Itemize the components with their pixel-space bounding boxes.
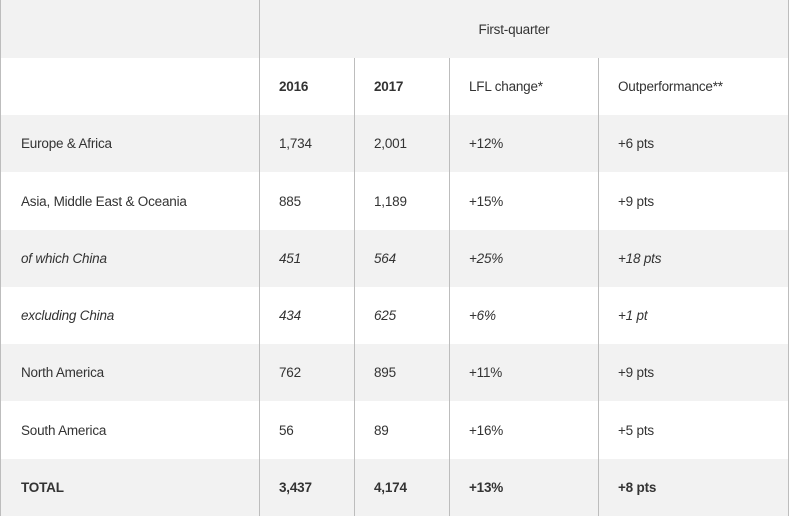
column-header-row: 2016 2017 LFL change* Outperformance** <box>1 58 788 115</box>
cell-2017: 625 <box>354 287 449 344</box>
cell-2016: 56 <box>259 401 354 459</box>
row-label: Europe & Africa <box>21 136 112 151</box>
cell-outperformance: +8 pts <box>598 459 788 516</box>
cell-2016: 451 <box>259 230 354 287</box>
cell-lfl-change: +13% <box>449 459 598 516</box>
cell-outperformance: +9 pts <box>598 172 788 230</box>
total-row: TOTAL 3,437 4,174 +13% +8 pts <box>1 459 788 516</box>
column-header-2016: 2016 <box>259 58 354 115</box>
cell-2016: 3,437 <box>259 459 354 516</box>
row-label: South America <box>21 422 107 438</box>
group-header-first-quarter: First-quarter <box>259 0 788 58</box>
cell-lfl-change: +16% <box>449 401 598 459</box>
cell-lfl-change: +25% <box>449 230 598 287</box>
cell-2016: 885 <box>259 172 354 230</box>
table-row: excluding China 434 625 +6% +1 pt <box>1 287 788 344</box>
cell-2017: 564 <box>354 230 449 287</box>
cell-lfl-change: +15% <box>449 172 598 230</box>
cell-outperformance: +5 pts <box>598 401 788 459</box>
table-row: Europe & Africa 1,734 2,001 +12% +6 pts <box>1 115 788 172</box>
cell-2016: 762 <box>259 344 354 401</box>
cell-lfl-change: +12% <box>449 115 598 172</box>
cell-2017: 89 <box>354 401 449 459</box>
row-label: Asia, Middle East & Oceania <box>21 193 187 209</box>
row-label: North America <box>21 365 104 380</box>
cell-2017: 4,174 <box>354 459 449 516</box>
table-row: North America 762 895 +11% +9 pts <box>1 344 788 401</box>
group-header-row: First-quarter <box>1 0 788 58</box>
cell-outperformance: +18 pts <box>598 230 788 287</box>
column-header-region <box>1 58 259 115</box>
row-label: TOTAL <box>21 480 64 495</box>
cell-outperformance: +9 pts <box>598 344 788 401</box>
row-label: excluding China <box>21 308 115 323</box>
table-row: of which China 451 564 +25% +18 pts <box>1 230 788 287</box>
header-blank-cell <box>1 0 259 58</box>
row-label: of which China <box>21 251 107 266</box>
cell-outperformance: +1 pt <box>598 287 788 344</box>
cell-2016: 1,734 <box>259 115 354 172</box>
cell-outperformance: +6 pts <box>598 115 788 172</box>
cell-2017: 1,189 <box>354 172 449 230</box>
cell-2017: 895 <box>354 344 449 401</box>
table-row: Asia, Middle East & Oceania 885 1,189 +1… <box>1 172 788 230</box>
column-header-2017: 2017 <box>354 58 449 115</box>
column-header-lfl-change: LFL change* <box>449 58 598 115</box>
cell-2017: 2,001 <box>354 115 449 172</box>
cell-lfl-change: +11% <box>449 344 598 401</box>
cell-2016: 434 <box>259 287 354 344</box>
table-row: South America 56 89 +16% +5 pts <box>1 401 788 459</box>
cell-lfl-change: +6% <box>449 287 598 344</box>
column-header-outperformance: Outperformance** <box>598 58 788 115</box>
